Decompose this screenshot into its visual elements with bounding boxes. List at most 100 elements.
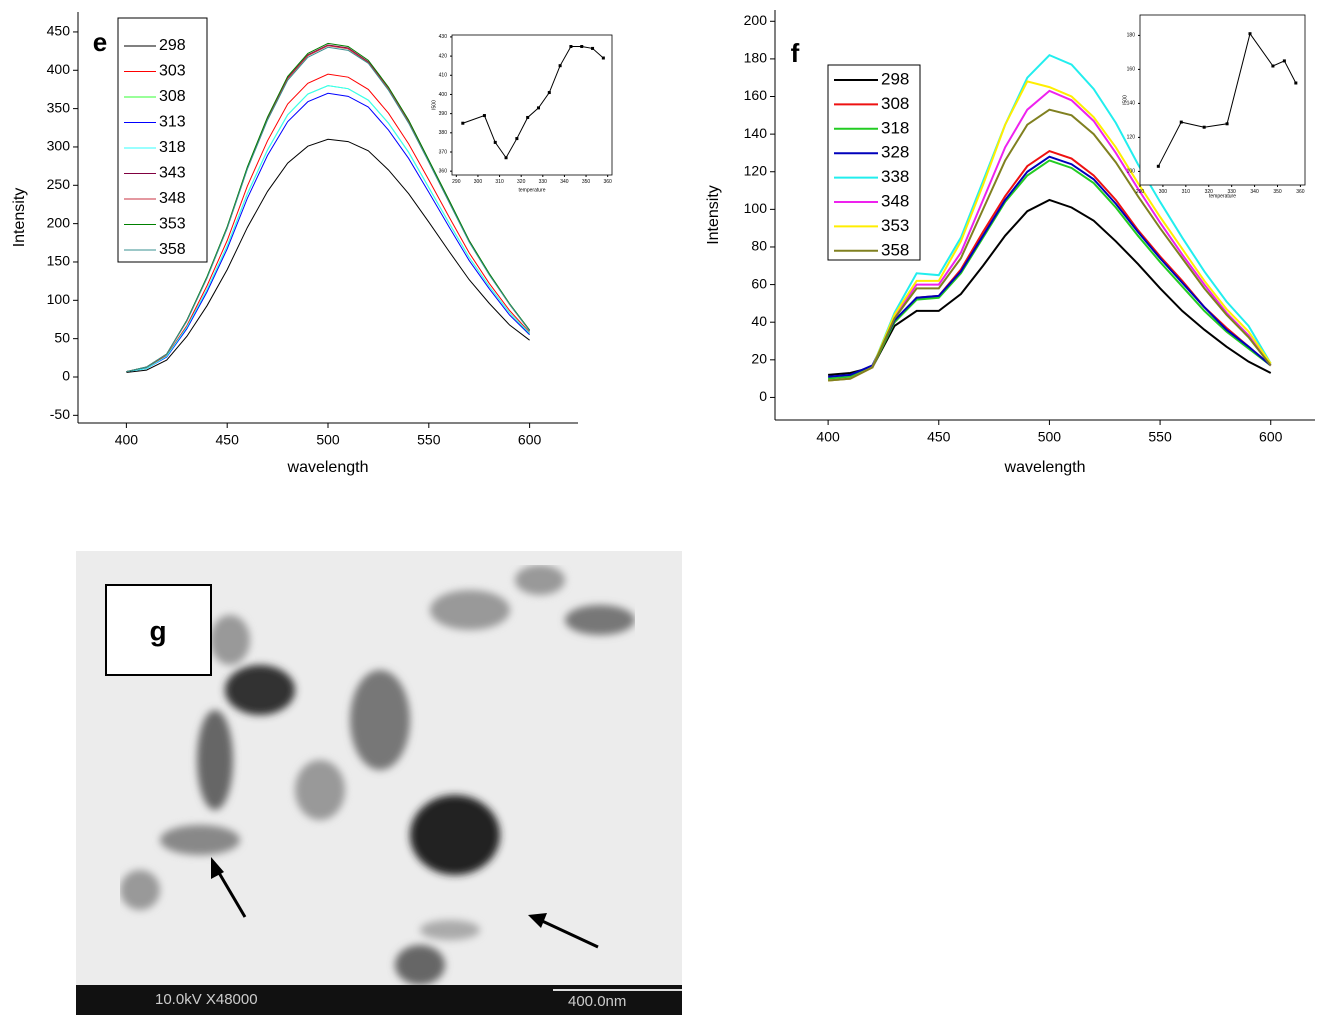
y-tick-label: 200 — [47, 214, 71, 230]
arrowhead — [528, 913, 547, 928]
legend-label: 338 — [881, 167, 909, 186]
x-tick-label: 500 — [316, 431, 340, 447]
data-line — [828, 89, 1272, 382]
y-tick-label: 300 — [47, 138, 71, 154]
x-tick-label: 350 — [1273, 189, 1282, 195]
data-line — [828, 159, 1272, 380]
y-tick-label: 400 — [439, 92, 448, 98]
y-tick-label: 50 — [54, 329, 70, 345]
data-point — [493, 140, 497, 144]
x-tick-label: 310 — [495, 179, 504, 185]
y-tick-label: 20 — [751, 351, 767, 367]
y-tick-label: -50 — [50, 406, 70, 422]
y-tick-label: 450 — [47, 23, 71, 39]
x-tick-label: 400 — [115, 431, 139, 447]
y-tick-label: 400 — [47, 61, 71, 77]
y-tick-label: 40 — [751, 313, 767, 329]
panel-label: g — [149, 615, 166, 646]
legend-label: 358 — [881, 240, 909, 259]
x-tick-label: 310 — [1182, 189, 1191, 195]
data-line — [126, 73, 530, 373]
arrowhead — [211, 857, 224, 879]
data-point — [1225, 122, 1229, 126]
data-point — [461, 121, 465, 125]
y-tick-label: 160 — [744, 87, 768, 103]
data-point — [1271, 64, 1275, 68]
x-axis-label: temperature — [1209, 193, 1236, 199]
x-tick-label: 600 — [1259, 428, 1283, 444]
data-line — [126, 92, 530, 373]
data-point — [515, 137, 519, 141]
legend-label: 318 — [159, 139, 186, 156]
data-point — [504, 156, 508, 160]
y-tick-label: 80 — [751, 238, 767, 254]
y-tick-label: 420 — [439, 53, 448, 59]
data-point — [482, 114, 486, 118]
x-tick-label: 600 — [518, 431, 542, 447]
legend-label: 313 — [159, 114, 186, 131]
micrograph: g 10.0kV X48000 400.0nm — [76, 551, 682, 1015]
legend-label: 348 — [881, 191, 909, 210]
x-tick-label: 330 — [539, 179, 548, 185]
y-tick-label: 100 — [1127, 169, 1136, 175]
legend-label: 348 — [159, 190, 186, 207]
data-line — [828, 108, 1272, 382]
legend-label: 353 — [159, 216, 186, 233]
data-point — [569, 45, 573, 49]
x-tick-label: 300 — [474, 179, 483, 185]
data-point — [580, 45, 584, 49]
data-point — [1202, 125, 1206, 129]
y-tick-label: 120 — [1127, 135, 1136, 141]
data-line — [126, 46, 531, 373]
data-line — [828, 155, 1272, 378]
y-tick-label: 390 — [439, 111, 448, 117]
x-axis-label: wavelength — [1004, 459, 1086, 476]
data-point — [1179, 120, 1183, 124]
footer-text: 10.0kV X48000 — [155, 991, 258, 1008]
x-tick-label: 330 — [1227, 189, 1236, 195]
y-tick-label: 120 — [744, 162, 768, 178]
particles — [120, 565, 635, 985]
legend-label: 328 — [881, 143, 909, 162]
y-tick-label: 0 — [62, 368, 70, 384]
y-axis-label: Intensity — [11, 188, 28, 248]
panel-label: e — [93, 27, 107, 57]
chart: 400 450 500 550 6000204060801001201401601802… — [705, 10, 1315, 476]
chart: 290 300 310 320 330 340 350 360 360 370 380 390 400 4… — [431, 34, 613, 193]
data-line — [828, 198, 1272, 376]
y-tick-label: 100 — [47, 291, 71, 307]
y-axis-label: Intensity — [705, 185, 722, 245]
x-tick-label: 450 — [927, 428, 951, 444]
data-line — [126, 138, 530, 373]
legend-box — [827, 64, 921, 261]
x-tick-label: 320 — [517, 179, 526, 185]
label-box — [105, 584, 212, 676]
y-tick-label: 370 — [439, 149, 448, 155]
x-tick-label: 340 — [1250, 189, 1259, 195]
plot-frame — [451, 34, 613, 176]
legend-label: 298 — [881, 69, 909, 88]
data-point — [536, 106, 540, 110]
data-point — [591, 46, 595, 50]
x-tick-label: 350 — [582, 179, 591, 185]
legend-label: 308 — [881, 94, 909, 113]
legend-label: 308 — [159, 88, 186, 105]
y-tick-label: 410 — [439, 73, 448, 79]
y-tick-label: 360 — [439, 168, 448, 174]
data-point — [1294, 81, 1298, 85]
data-point — [547, 91, 551, 95]
y-tick-label: 60 — [751, 275, 767, 291]
data-point — [1156, 164, 1160, 168]
legend-label: 298 — [159, 37, 186, 54]
x-tick-label: 300 — [1159, 189, 1168, 195]
x-tick-label: 290 — [452, 179, 461, 185]
x-tick-label: 360 — [604, 179, 613, 185]
plot-frame — [1139, 14, 1306, 186]
x-tick-label: 450 — [216, 431, 240, 447]
legend-label: 353 — [881, 216, 909, 235]
y-tick-label: 430 — [439, 34, 448, 40]
y-axis-label: I500 — [1122, 95, 1128, 105]
x-tick-label: 320 — [1205, 189, 1214, 195]
chart: 400 450 500 550 600 -50 0 50 100 150 200 250 300 350 4… — [11, 12, 578, 476]
